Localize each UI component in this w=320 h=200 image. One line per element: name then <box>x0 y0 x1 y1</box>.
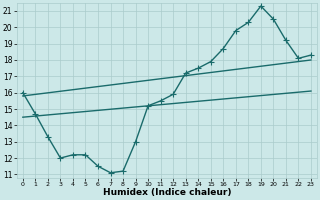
X-axis label: Humidex (Indice chaleur): Humidex (Indice chaleur) <box>103 188 231 197</box>
